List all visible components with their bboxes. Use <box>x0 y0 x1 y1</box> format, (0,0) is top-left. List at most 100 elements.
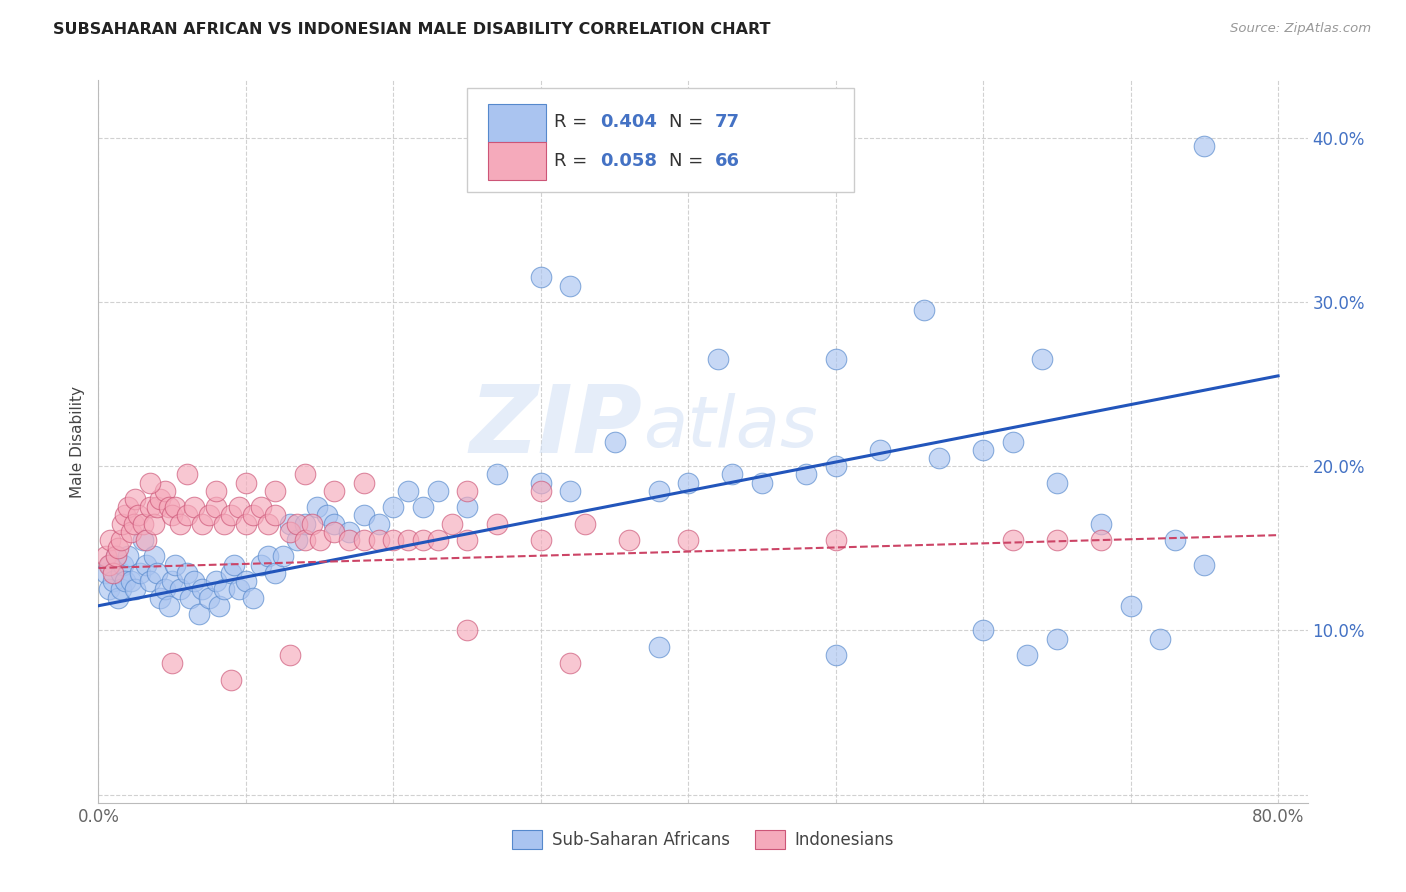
Text: R =: R = <box>554 113 593 131</box>
Point <box>179 591 201 605</box>
Point <box>235 574 257 588</box>
Point <box>242 508 264 523</box>
Point <box>212 516 235 531</box>
Point <box>382 533 405 547</box>
Point <box>97 582 120 597</box>
Point <box>198 508 221 523</box>
Point <box>212 582 235 597</box>
Point <box>135 533 157 547</box>
Text: 66: 66 <box>716 153 740 170</box>
Point <box>190 516 212 531</box>
Point <box>160 574 183 588</box>
Point <box>560 278 582 293</box>
Text: 0.404: 0.404 <box>600 113 657 131</box>
Point <box>869 442 891 457</box>
Point <box>441 516 464 531</box>
FancyBboxPatch shape <box>488 143 546 180</box>
Point <box>396 533 419 547</box>
Point <box>560 657 582 671</box>
Point <box>456 533 478 547</box>
FancyBboxPatch shape <box>467 87 855 193</box>
Point <box>112 558 135 572</box>
Point <box>294 467 316 482</box>
Point <box>294 516 316 531</box>
Point <box>603 434 626 449</box>
Point <box>228 500 250 515</box>
Point <box>353 475 375 490</box>
Point <box>131 516 153 531</box>
Point <box>485 467 508 482</box>
Point <box>176 566 198 580</box>
Point <box>278 516 301 531</box>
Point <box>249 500 271 515</box>
Text: SUBSAHARAN AFRICAN VS INDONESIAN MALE DISABILITY CORRELATION CHART: SUBSAHARAN AFRICAN VS INDONESIAN MALE DI… <box>53 22 770 37</box>
Point <box>190 582 212 597</box>
Point <box>98 558 121 572</box>
Point <box>560 483 582 498</box>
Point <box>323 516 346 531</box>
Point <box>316 508 339 523</box>
Point <box>165 500 187 515</box>
Point <box>1090 533 1112 547</box>
Point <box>107 591 129 605</box>
Point <box>287 533 309 547</box>
Point <box>678 533 700 547</box>
Point <box>128 566 150 580</box>
Point <box>176 508 198 523</box>
Point <box>1001 533 1024 547</box>
Text: 77: 77 <box>716 113 740 131</box>
Point <box>257 549 280 564</box>
Point <box>169 516 191 531</box>
Point <box>101 574 124 588</box>
Point <box>160 657 183 671</box>
Point <box>794 467 817 482</box>
Point <box>165 558 187 572</box>
Point <box>972 442 994 457</box>
Point <box>271 549 294 564</box>
Point <box>120 574 142 588</box>
Point <box>157 500 180 515</box>
Point <box>110 533 132 547</box>
Point <box>219 508 242 523</box>
Point <box>1119 599 1142 613</box>
Point <box>1149 632 1171 646</box>
Point <box>278 648 301 662</box>
Point <box>198 591 221 605</box>
Point <box>139 500 162 515</box>
Point <box>264 508 287 523</box>
Point <box>824 352 846 367</box>
Point <box>235 516 257 531</box>
Point <box>157 599 180 613</box>
Point <box>160 508 183 523</box>
Text: ZIP: ZIP <box>470 381 643 473</box>
Point <box>337 524 360 539</box>
Point <box>308 533 330 547</box>
Point <box>135 558 157 572</box>
Text: R =: R = <box>554 153 593 170</box>
Point <box>143 549 166 564</box>
Point <box>1031 352 1053 367</box>
Point <box>530 270 553 285</box>
Point <box>426 483 449 498</box>
Point <box>1046 632 1069 646</box>
Point <box>530 483 553 498</box>
Point <box>824 459 846 474</box>
Point <box>228 582 250 597</box>
Y-axis label: Male Disability: Male Disability <box>70 385 86 498</box>
Point <box>110 582 132 597</box>
Point <box>222 558 245 572</box>
Point <box>208 599 231 613</box>
Point <box>706 352 728 367</box>
Text: 0.058: 0.058 <box>600 153 657 170</box>
Point <box>485 516 508 531</box>
Point <box>131 533 153 547</box>
Point <box>127 508 149 523</box>
Point <box>721 467 744 482</box>
Point <box>1017 648 1039 662</box>
Point <box>824 648 846 662</box>
Point <box>323 524 346 539</box>
Point <box>183 574 205 588</box>
Point <box>122 516 145 531</box>
Point <box>101 566 124 580</box>
Point <box>149 591 172 605</box>
